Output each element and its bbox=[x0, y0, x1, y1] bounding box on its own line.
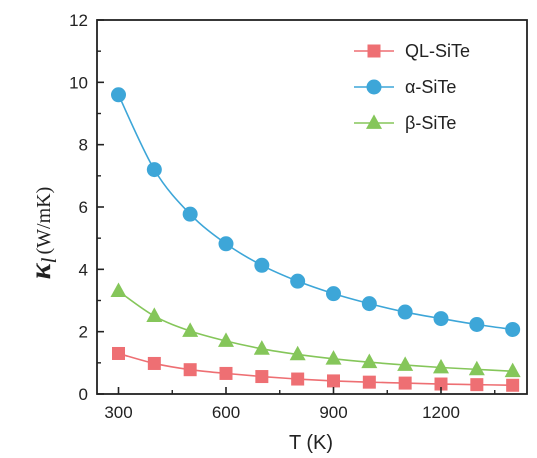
y-tick-label-10: 10 bbox=[69, 73, 88, 92]
y-tick-label-4: 4 bbox=[79, 260, 88, 279]
y-axis-title: κl (W/mK) bbox=[24, 187, 61, 280]
series--site bbox=[111, 87, 521, 337]
data-point--site-600 bbox=[218, 332, 234, 347]
series-ql-site bbox=[112, 346, 520, 392]
data-point--site-1400 bbox=[505, 321, 521, 337]
data-point-ql-site-400 bbox=[147, 356, 161, 370]
series--site bbox=[110, 282, 521, 378]
data-point--site-900 bbox=[326, 286, 341, 302]
data-point--site-1000 bbox=[361, 353, 378, 369]
y-tick-label-6: 6 bbox=[79, 198, 88, 217]
data-point--site-400 bbox=[146, 307, 163, 322]
data-point--site-1200 bbox=[433, 311, 449, 327]
data-point-ql-site-500 bbox=[183, 363, 197, 377]
legend-marker--site bbox=[366, 114, 382, 129]
data-point--site-1000 bbox=[361, 296, 377, 312]
data-point--site-1300 bbox=[468, 360, 485, 376]
data-point-ql-site-600 bbox=[219, 366, 233, 380]
legend-item--site: β-SiTe bbox=[354, 113, 456, 133]
data-point-ql-site-1000 bbox=[362, 375, 376, 389]
y-axis-symbol: κ bbox=[24, 262, 57, 279]
data-point--site-300 bbox=[111, 87, 126, 103]
data-point--site-600 bbox=[218, 236, 234, 252]
data-point--site-1200 bbox=[433, 358, 449, 374]
legend-marker-ql-site bbox=[367, 44, 381, 58]
data-point--site-1100 bbox=[397, 304, 413, 320]
legend-marker--site bbox=[366, 79, 382, 95]
legend-label--site: β-SiTe bbox=[405, 113, 456, 133]
data-point-ql-site-1100 bbox=[398, 376, 412, 390]
data-point--site-500 bbox=[182, 322, 199, 337]
x-tick-label-1200: 1200 bbox=[422, 403, 460, 422]
legend-label--site: α-SiTe bbox=[405, 77, 456, 97]
data-point-ql-site-1200 bbox=[434, 377, 448, 391]
data-point-ql-site-700 bbox=[255, 370, 269, 384]
data-point--site-300 bbox=[110, 282, 127, 298]
series-line--site bbox=[118, 290, 513, 373]
data-point-ql-site-1400 bbox=[506, 378, 520, 392]
data-layer bbox=[110, 87, 521, 392]
data-point-ql-site-900 bbox=[327, 374, 340, 388]
y-tick-label-2: 2 bbox=[79, 323, 88, 342]
legend-item--site: α-SiTe bbox=[354, 77, 456, 97]
ticks-layer: 300 600 900 1200 0 2 4 6 8 10 12 bbox=[69, 11, 496, 422]
data-point--site-500 bbox=[182, 206, 198, 222]
y-tick-label-8: 8 bbox=[79, 136, 88, 155]
data-point-ql-site-1300 bbox=[470, 378, 484, 392]
x-tick-label-600: 600 bbox=[212, 403, 240, 422]
legend-label-ql-site: QL-SiTe bbox=[405, 41, 470, 61]
data-point-ql-site-300 bbox=[112, 346, 125, 360]
legend: QL-SiTe α-SiTe β-SiTe bbox=[354, 41, 470, 133]
data-point--site-700 bbox=[254, 257, 270, 273]
axes-layer bbox=[96, 19, 528, 395]
data-point--site-800 bbox=[290, 273, 306, 289]
legend-item-ql-site: QL-SiTe bbox=[354, 41, 470, 61]
data-point--site-400 bbox=[146, 162, 162, 178]
data-point--site-700 bbox=[253, 340, 270, 355]
plot-frame bbox=[96, 19, 528, 395]
y-tick-label-0: 0 bbox=[79, 385, 88, 404]
data-point--site-800 bbox=[289, 345, 306, 361]
data-point--site-1300 bbox=[469, 316, 485, 332]
x-tick-label-300: 300 bbox=[104, 403, 132, 422]
x-axis-title: T (K) bbox=[289, 432, 333, 454]
x-tick-label-900: 900 bbox=[319, 403, 347, 422]
data-point-ql-site-800 bbox=[291, 372, 305, 386]
data-point--site-1100 bbox=[397, 356, 414, 371]
y-tick-label-12: 12 bbox=[69, 11, 88, 30]
data-point--site-900 bbox=[325, 350, 342, 365]
data-point--site-1400 bbox=[504, 362, 521, 378]
series-line-ql-site bbox=[118, 352, 513, 387]
y-axis-subscript: l bbox=[37, 257, 61, 263]
y-axis-unit: (W/mK) bbox=[33, 187, 55, 255]
